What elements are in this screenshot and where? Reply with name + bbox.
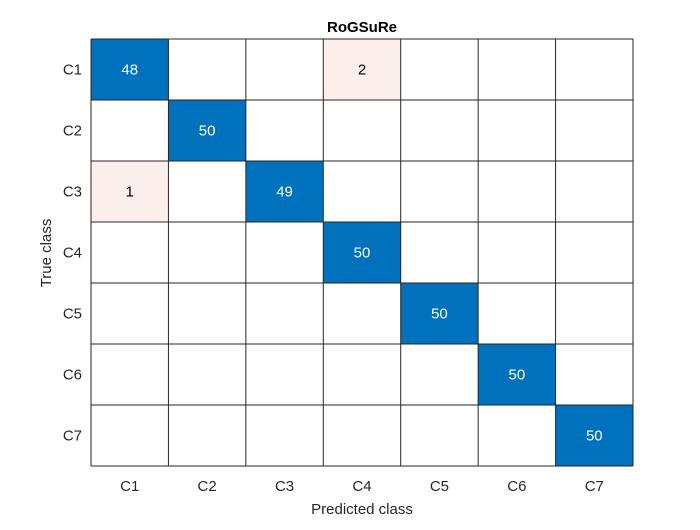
matrix-cell-r5-c2	[168, 283, 246, 344]
matrix-cell-r6-c5	[400, 344, 479, 405]
x-tick-label: C3	[275, 478, 294, 495]
matrix-cell-r4-c1	[91, 222, 169, 283]
matrix-cell-r4-c4	[323, 222, 401, 283]
matrix-cell-r3-c4	[323, 161, 401, 222]
cell-value-label: 49	[276, 184, 293, 201]
matrix-cell-r3-c6	[478, 161, 556, 222]
y-tick-label: C2	[63, 123, 82, 140]
matrix-cell-r2-c1	[91, 100, 169, 161]
matrix-cell-r1-c5	[400, 39, 479, 100]
matrix-cell-r1-c2	[168, 39, 246, 100]
matrix-value-labels: 48 2 50 1 49 50 50 50 50	[121, 62, 602, 445]
matrix-cell-r2-c3	[245, 100, 324, 161]
matrix-cell-r3-c7	[555, 161, 633, 222]
y-tick-label: C7	[63, 428, 82, 445]
matrix-cell-r6-c4	[323, 344, 401, 405]
matrix-cell-r1-c7	[555, 39, 633, 100]
matrix-cell-r1-c6	[478, 39, 556, 100]
matrix-cell-r3-c3	[245, 161, 324, 222]
y-axis-label: True class	[38, 219, 55, 288]
matrix-cell-r5-c3	[245, 283, 324, 344]
chart-title: RoGSuRe	[327, 19, 397, 36]
cell-value-label: 50	[586, 428, 603, 445]
matrix-cell-r3-c1	[91, 161, 169, 222]
x-tick-label: C6	[507, 478, 526, 495]
matrix-cell-r1-c3	[245, 39, 324, 100]
matrix-cell-r4-c7	[555, 222, 633, 283]
x-axis-label: Predicted class	[311, 501, 413, 518]
matrix-cell-r7-c1	[91, 405, 169, 466]
matrix-cell-r4-c5	[400, 222, 479, 283]
matrix-cell-r6-c6	[478, 344, 556, 405]
matrix-cell-r2-c5	[400, 100, 479, 161]
x-tick-label: C1	[120, 478, 139, 495]
y-tick-label: C1	[63, 62, 82, 79]
matrix-cell-r4-c2	[168, 222, 246, 283]
matrix-cell-r6-c3	[245, 344, 324, 405]
matrix-cell-r2-c4	[323, 100, 401, 161]
y-tick-label: C5	[63, 306, 82, 323]
matrix-cell-r7-c4	[323, 405, 401, 466]
cell-value-label: 2	[358, 62, 366, 79]
matrix-cell-r2-c7	[555, 100, 633, 161]
x-tick-labels: C1 C2 C3 C4 C5 C6 C7	[120, 478, 604, 495]
matrix-cell-r7-c6	[478, 405, 556, 466]
cell-value-label: 1	[126, 184, 134, 201]
matrix-cell-r5-c5	[400, 283, 479, 344]
cell-value-label: 50	[509, 367, 526, 384]
matrix-cell-r3-c5	[400, 161, 479, 222]
matrix-grid	[90, 38, 634, 467]
matrix-cell-r7-c5	[400, 405, 479, 466]
matrix-cell-r1-c1	[91, 39, 169, 100]
matrix-cell-r6-c2	[168, 344, 246, 405]
matrix-cell-r5-c1	[91, 283, 169, 344]
x-tick-label: C2	[198, 478, 217, 495]
matrix-cell-r7-c2	[168, 405, 246, 466]
matrix-cell-r5-c7	[555, 283, 633, 344]
matrix-cell-r6-c7	[555, 344, 633, 405]
x-tick-label: C4	[352, 478, 371, 495]
cell-value-label: 50	[431, 306, 448, 323]
matrix-cell-r3-c2	[168, 161, 246, 222]
matrix-cell-r2-c6	[478, 100, 556, 161]
cell-value-label: 48	[121, 62, 138, 79]
y-tick-label: C3	[63, 184, 82, 201]
x-tick-label: C5	[430, 478, 449, 495]
y-tick-label: C6	[63, 367, 82, 384]
matrix-cell-r4-c6	[478, 222, 556, 283]
matrix-cell-r4-c3	[245, 222, 324, 283]
x-tick-label: C7	[585, 478, 604, 495]
cell-value-label: 50	[354, 245, 371, 262]
cell-value-label: 50	[199, 123, 216, 140]
matrix-cell-r5-c4	[323, 283, 401, 344]
matrix-cell-r1-c4	[323, 39, 401, 100]
matrix-cells	[91, 39, 633, 466]
matrix-cell-r7-c7	[555, 405, 633, 466]
matrix-cell-r5-c6	[478, 283, 556, 344]
y-tick-label: C4	[63, 245, 82, 262]
matrix-cell-r2-c2	[168, 100, 246, 161]
matrix-cell-r7-c3	[245, 405, 324, 466]
y-tick-labels: C1 C2 C3 C4 C5 C6 C7	[63, 62, 82, 445]
matrix-cell-r6-c1	[91, 344, 169, 405]
